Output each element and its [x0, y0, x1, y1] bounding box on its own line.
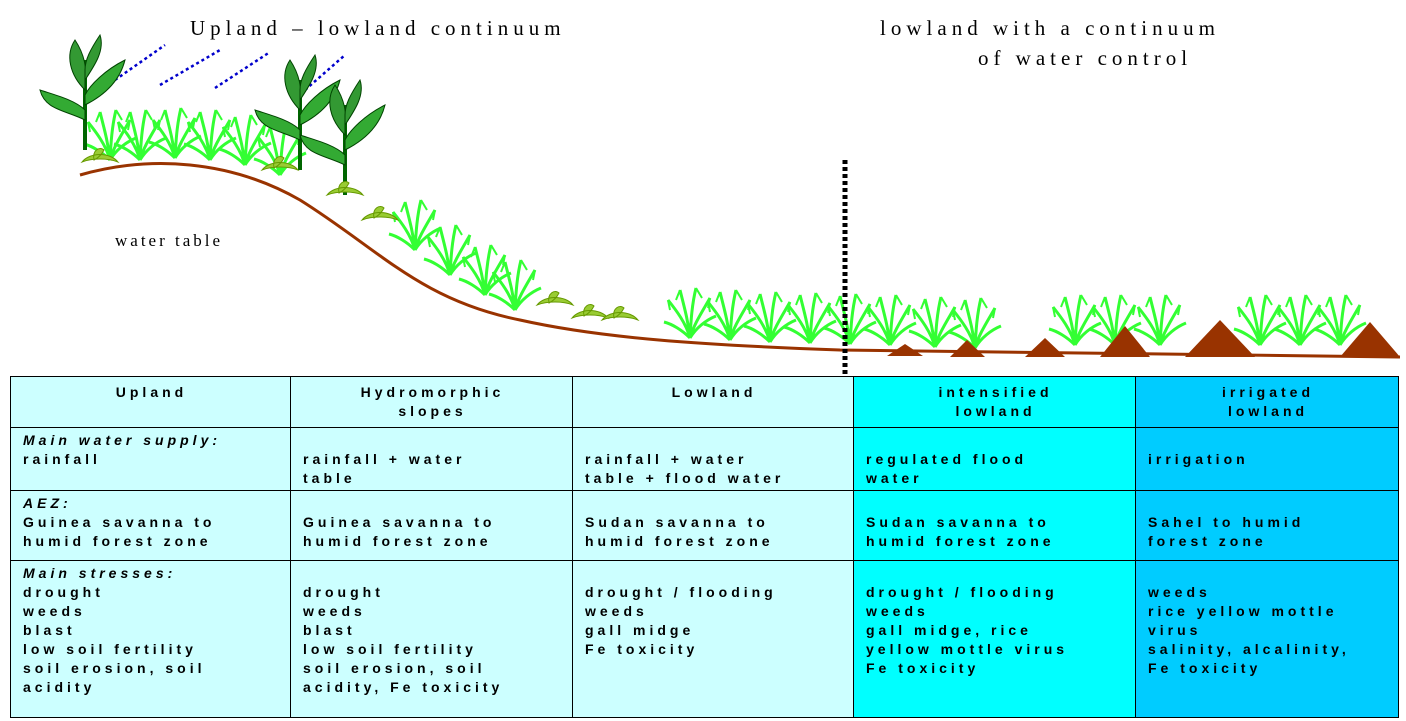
cell-line: blast: [303, 621, 562, 640]
cell-line: soil erosion, soil: [23, 659, 280, 678]
spacer: [303, 494, 562, 513]
table-cell: irrigation: [1136, 428, 1399, 491]
cell-line: table + flood water: [585, 469, 843, 488]
cell-line: gall midge, rice: [866, 621, 1125, 640]
cell-line: rainfall: [23, 450, 280, 469]
header-line: irrigated: [1148, 383, 1388, 402]
table-cell: Main water supply:rainfall: [11, 428, 291, 491]
plants: [40, 35, 1366, 348]
row-label: Main stresses:: [23, 564, 280, 583]
spacer: [1148, 494, 1388, 513]
cell-line: weeds: [23, 602, 280, 621]
illustration: Upland – lowland continuum lowland with …: [0, 0, 1406, 380]
cell-line: weeds: [585, 602, 843, 621]
spacer: [1148, 431, 1388, 450]
cell-line: rainfall + water: [303, 450, 562, 469]
title-right: lowland with a continuum: [880, 16, 1220, 40]
header-line: lowland: [866, 402, 1125, 421]
row-label: AEZ:: [23, 494, 280, 513]
cell-line: weeds: [866, 602, 1125, 621]
cell-line: Fe toxicity: [866, 659, 1125, 678]
cell-line: Fe toxicity: [1148, 659, 1388, 678]
cell-line: acidity, Fe toxicity: [303, 678, 562, 697]
cell-line: blast: [23, 621, 280, 640]
cell-line: Guinea savanna to: [303, 513, 562, 532]
spacer: [585, 564, 843, 583]
row-label: Main water supply:: [23, 431, 280, 450]
cell-line: virus: [1148, 621, 1388, 640]
cell-line: humid forest zone: [866, 532, 1125, 551]
cell-line: humid forest zone: [303, 532, 562, 551]
spacer: [866, 564, 1125, 583]
cell-line: humid forest zone: [23, 532, 280, 551]
cell-line: drought / flooding: [866, 583, 1125, 602]
header-line: Hydromorphic: [303, 383, 562, 402]
spacer: [303, 564, 562, 583]
page: Upland – lowland continuum lowland with …: [0, 0, 1406, 721]
cell-line: drought: [23, 583, 280, 602]
cell-line: humid forest zone: [585, 532, 843, 551]
cell-line: acidity: [23, 678, 280, 697]
cell-line: drought: [303, 583, 562, 602]
cell-line: forest zone: [1148, 532, 1388, 551]
header-line: lowland: [1148, 402, 1388, 421]
cell-line: soil erosion, soil: [303, 659, 562, 678]
cell-line: Sudan savanna to: [866, 513, 1125, 532]
spacer: [866, 494, 1125, 513]
cell-line: drought / flooding: [585, 583, 843, 602]
cell-line: low soil fertility: [303, 640, 562, 659]
cell-line: irrigation: [1148, 450, 1388, 469]
spacer: [1148, 564, 1388, 583]
cell-line: water: [866, 469, 1125, 488]
header-line: slopes: [303, 402, 562, 421]
cell-line: low soil fertility: [23, 640, 280, 659]
cell-line: gall midge: [585, 621, 843, 640]
spacer: [585, 494, 843, 513]
cell-line: rainfall + water: [585, 450, 843, 469]
cell-line: regulated flood: [866, 450, 1125, 469]
cell-line: table: [303, 469, 562, 488]
header-line: Upland: [23, 383, 280, 402]
spacer: [303, 431, 562, 450]
header-line: Lowland: [585, 383, 843, 402]
spacer: [866, 431, 1125, 450]
cell-line: Guinea savanna to: [23, 513, 280, 532]
title-right: of water control: [978, 46, 1192, 70]
cell-line: rice yellow mottle: [1148, 602, 1388, 621]
cell-line: Sahel to humid: [1148, 513, 1388, 532]
cell-line: Sudan savanna to: [585, 513, 843, 532]
header-line: intensified: [866, 383, 1125, 402]
cell-line: weeds: [303, 602, 562, 621]
title-left: Upland – lowland continuum: [190, 16, 566, 40]
cell-line: Fe toxicity: [585, 640, 843, 659]
water-table-label: water table: [115, 231, 223, 250]
column-header: Upland: [11, 377, 291, 428]
cell-line: salinity, alcalinity,: [1148, 640, 1388, 659]
spacer: [585, 431, 843, 450]
column-header: Lowland: [573, 377, 854, 428]
cell-line: weeds: [1148, 583, 1388, 602]
cell-line: yellow mottle virus: [866, 640, 1125, 659]
